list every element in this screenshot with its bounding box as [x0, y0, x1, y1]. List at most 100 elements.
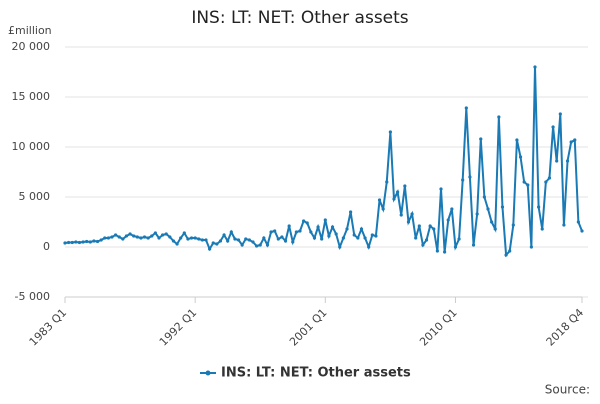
- legend-label: INS: LT: NET: Other assets: [221, 366, 411, 381]
- point: [504, 253, 508, 257]
- point: [280, 235, 284, 239]
- point: [349, 210, 353, 214]
- point: [193, 236, 197, 240]
- point: [121, 237, 125, 241]
- point: [580, 229, 584, 233]
- point: [515, 138, 519, 142]
- point: [186, 237, 190, 241]
- point: [103, 236, 107, 240]
- point: [179, 236, 183, 240]
- point: [526, 183, 530, 187]
- point: [468, 175, 472, 179]
- y-tick-label: 5 000: [19, 190, 51, 203]
- point: [345, 227, 349, 231]
- point: [428, 224, 432, 228]
- point: [92, 239, 96, 243]
- point: [273, 229, 277, 233]
- point: [330, 225, 335, 229]
- point: [258, 243, 262, 247]
- point: [565, 159, 570, 163]
- y-tick-label: 20 000: [12, 40, 51, 53]
- point: [283, 239, 288, 243]
- point: [291, 240, 295, 244]
- point: [461, 178, 465, 182]
- point: [110, 235, 114, 239]
- point: [99, 238, 103, 242]
- point: [95, 239, 100, 244]
- point: [352, 233, 356, 237]
- point: [377, 198, 382, 202]
- point: [396, 190, 400, 194]
- legend-marker: [205, 370, 211, 376]
- point: [490, 220, 494, 224]
- x-tick-label: 2010 Q1: [417, 306, 460, 349]
- series-line: [64, 66, 583, 258]
- point: [150, 234, 154, 238]
- point: [533, 65, 537, 69]
- point: [88, 240, 92, 244]
- point: [81, 240, 85, 244]
- point: [338, 245, 342, 249]
- point: [558, 112, 562, 116]
- point: [222, 233, 226, 237]
- point: [341, 236, 345, 240]
- point: [493, 227, 497, 231]
- point: [168, 235, 172, 239]
- point: [164, 232, 168, 236]
- point: [457, 237, 461, 241]
- point: [432, 227, 436, 231]
- point: [446, 218, 450, 222]
- point: [403, 184, 407, 188]
- chart-title: INS: LT: NET: Other assets: [191, 8, 408, 28]
- point: [135, 235, 139, 239]
- point: [175, 242, 179, 246]
- point: [508, 249, 512, 253]
- point: [251, 240, 255, 244]
- point: [142, 235, 147, 239]
- point: [316, 225, 320, 229]
- point: [146, 236, 150, 240]
- point: [117, 235, 121, 239]
- y-tick-label: -5 000: [15, 290, 50, 303]
- point: [132, 234, 136, 238]
- point: [540, 227, 544, 231]
- point: [522, 180, 526, 184]
- x-tick-label: 2001 Q1: [287, 306, 330, 349]
- point: [197, 237, 201, 241]
- x-tick-label: 1983 Q1: [27, 306, 70, 349]
- point: [356, 236, 360, 240]
- point: [555, 159, 559, 163]
- point: [269, 230, 273, 234]
- point: [464, 106, 468, 110]
- point: [171, 239, 176, 243]
- point: [67, 240, 71, 245]
- point: [208, 247, 212, 251]
- x-tick-label: 1992 Q1: [157, 306, 200, 349]
- point: [200, 238, 204, 242]
- point: [562, 223, 566, 227]
- point: [500, 205, 505, 209]
- point: [124, 234, 129, 238]
- point: [236, 238, 241, 242]
- point: [482, 195, 486, 199]
- point: [576, 220, 580, 224]
- point: [439, 187, 443, 191]
- point: [471, 243, 476, 247]
- point: [255, 244, 259, 248]
- point: [385, 180, 389, 184]
- point: [323, 218, 327, 222]
- point: [370, 233, 374, 237]
- point: [70, 240, 74, 245]
- point: [153, 231, 157, 235]
- point: [334, 232, 338, 236]
- point: [518, 155, 523, 159]
- point: [106, 236, 110, 240]
- point: [529, 245, 533, 249]
- point: [479, 137, 483, 141]
- point: [367, 245, 371, 249]
- point: [204, 238, 208, 242]
- point: [302, 219, 306, 223]
- point: [359, 227, 364, 231]
- point: [139, 236, 143, 240]
